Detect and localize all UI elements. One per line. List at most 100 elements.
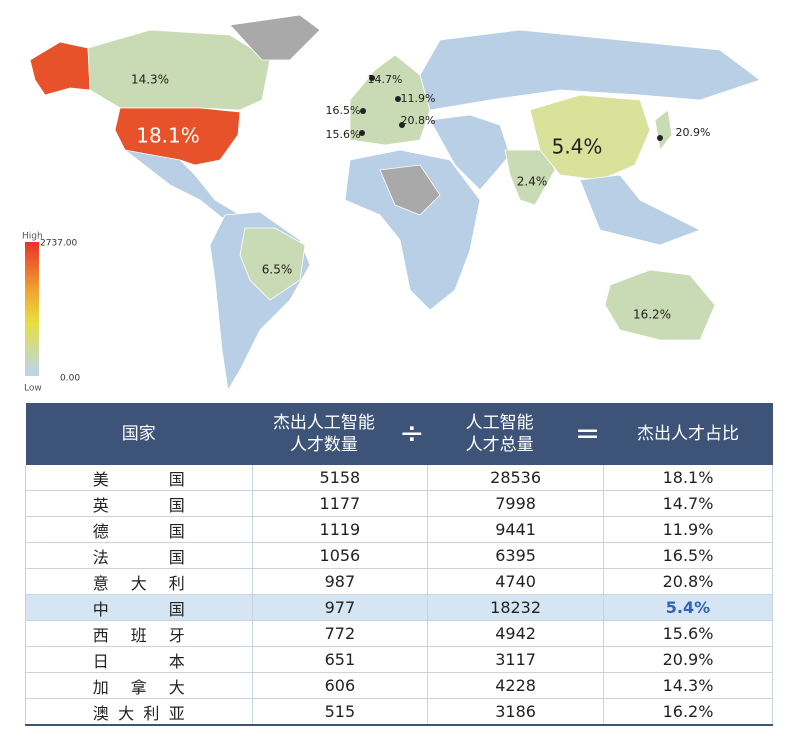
map-label: 6.5%: [262, 263, 293, 277]
table-cell: 1056: [251, 542, 429, 569]
table-cell: 3186: [427, 698, 604, 726]
table-row: 澳大利亚 515 3186 16.2%: [25, 698, 774, 726]
cell-text: 11.9%: [662, 520, 714, 539]
cell-text: 4740: [495, 572, 536, 591]
land: [29, 14, 761, 392]
cell-text: 15.6%: [662, 624, 714, 643]
table-row: 意大利 987 4740 20.8%: [25, 568, 774, 595]
map-label: 18.1%: [136, 124, 200, 148]
table-cell: 6395: [427, 542, 604, 569]
cell-text: 9441: [495, 520, 536, 539]
country-name: 美国: [92, 469, 185, 489]
cell-text: 18232: [490, 598, 542, 617]
table-row: 英国 1177 7998 14.7%: [25, 490, 774, 517]
map-label: 5.4%: [552, 135, 603, 159]
china: [529, 94, 651, 181]
cell-text: 14.3%: [662, 676, 714, 695]
africa: [344, 149, 481, 311]
cell-text: 5158: [319, 468, 361, 487]
header-text: =: [574, 416, 601, 451]
table-cell: 中国: [25, 594, 253, 621]
greenland: [229, 14, 321, 61]
table-cell: 加拿大: [25, 672, 253, 699]
table-cell: 14.7%: [602, 490, 774, 517]
table-cell: 美国: [25, 465, 253, 491]
brazil: [239, 227, 306, 301]
country-name: 法国: [92, 547, 185, 567]
table-cell: 西班牙: [25, 620, 253, 647]
country-name: 英国: [92, 495, 185, 515]
table-cell: 28536: [427, 465, 604, 491]
table-cell: 651: [251, 646, 429, 673]
table-row: 中国 977 18232 5.4%: [25, 594, 774, 621]
cell-text: 1056: [319, 546, 361, 565]
table-cell: 德国: [25, 516, 253, 543]
table-cell: 3117: [427, 646, 604, 673]
cell-text: 28536: [490, 468, 542, 487]
header-text: 人才数量: [289, 435, 358, 455]
cell-text: 772: [324, 624, 356, 643]
talent-table: 国家 杰出人工智能 人才数量 ÷ 人工智能 人才总量 = 杰出人才占比 美国 5158 28536…: [25, 403, 774, 726]
map-label: 15.6%: [326, 128, 361, 141]
header-text: 杰出人才占比: [636, 424, 739, 444]
header-cell: 人工智能 人才总量: [427, 403, 572, 465]
table-cell: 7998: [427, 490, 604, 517]
africa-gray: [379, 164, 441, 216]
table-cell: 14.3%: [602, 672, 774, 699]
table-cell: 772: [251, 620, 429, 647]
table-cell: 日本: [25, 646, 253, 673]
header-text: 人工智能: [465, 413, 534, 433]
se-asia: [579, 174, 701, 246]
table-row: 西班牙 772 4942 15.6%: [25, 620, 774, 647]
table-cell: 英国: [25, 490, 253, 517]
legend-high: High: [22, 232, 43, 242]
country-name: 澳大利亚: [92, 703, 185, 723]
header-cell: 国家: [25, 403, 253, 465]
country-name: 意大利: [92, 573, 185, 593]
cell-text: 4228: [495, 676, 536, 695]
cell-text: 20.8%: [662, 572, 714, 591]
table-cell: 澳大利亚: [25, 698, 253, 726]
cell-text: 5.4%: [665, 598, 711, 617]
table-cell: 意大利: [25, 568, 253, 595]
usa: [114, 107, 241, 166]
table-row: 法国 1056 6395 16.5%: [25, 542, 774, 569]
canada: [87, 29, 271, 111]
table-cell: 20.9%: [602, 646, 774, 673]
australia: [604, 269, 716, 341]
header-text: ÷: [399, 416, 425, 451]
cell-text: 987: [324, 572, 356, 591]
cell-text: 20.9%: [662, 650, 714, 669]
cell-text: 1119: [319, 520, 361, 539]
map-label: 16.5%: [326, 104, 361, 117]
legend-gradient: [25, 242, 39, 376]
table-cell: 法国: [25, 542, 253, 569]
cell-text: 1177: [319, 494, 361, 513]
table-cell: 515: [251, 698, 429, 726]
cell-text: 515: [324, 702, 356, 721]
header-cell: ÷: [395, 403, 428, 465]
header-cell: =: [571, 403, 604, 465]
map-labels: 14.3% 18.1% 14.7% 11.9% 16.5% 20.8% 15.6% 5.4% 2…: [22, 73, 710, 394]
russia: [419, 29, 761, 111]
cell-text: 977: [324, 598, 356, 617]
table-cell: 5158: [251, 465, 429, 491]
japan: [654, 109, 673, 151]
table-cell: 4942: [427, 620, 604, 647]
table-cell: 5.4%: [602, 594, 774, 621]
cell-text: 3117: [495, 650, 536, 669]
country-name: 西班牙: [92, 625, 185, 645]
cell-text: 3186: [495, 702, 536, 721]
cell-text: 4942: [495, 624, 536, 643]
cell-text: 16.5%: [662, 546, 714, 565]
world-map: 14.3% 18.1% 14.7% 11.9% 16.5% 20.8% 15.6% 5.4% 2…: [22, 14, 761, 394]
table-row: 日本 651 3117 20.9%: [25, 646, 774, 673]
location-dot: [657, 135, 663, 141]
legend-high-value: 2737.00: [40, 239, 77, 249]
table-cell: 16.2%: [602, 698, 774, 726]
header-cell: 杰出人才占比: [603, 403, 773, 465]
table-cell: 4740: [427, 568, 604, 595]
table-cell: 20.8%: [602, 568, 774, 595]
cell-text: 6395: [495, 546, 536, 565]
